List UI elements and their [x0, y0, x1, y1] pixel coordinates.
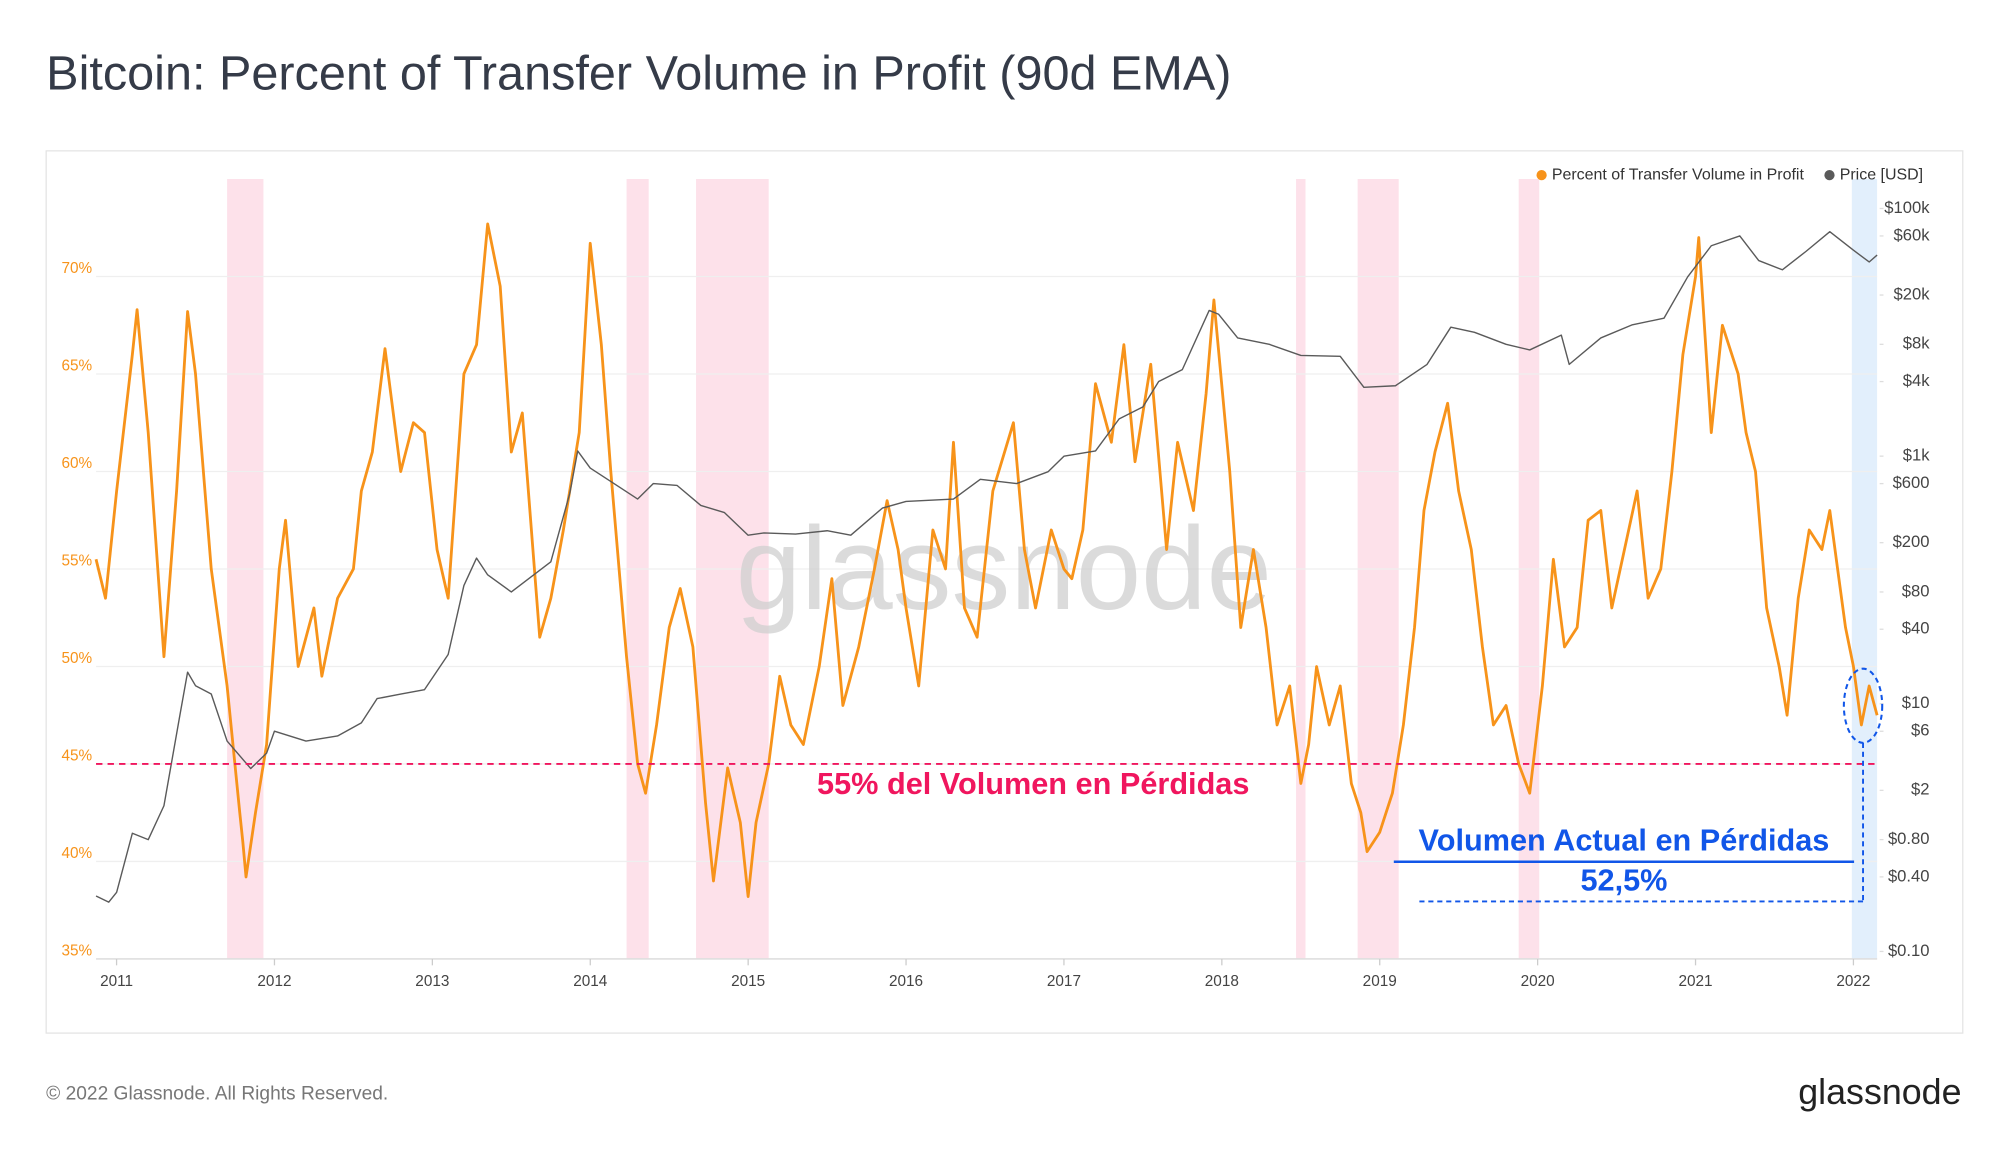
y2-tick-label: $10: [1902, 693, 1930, 712]
y2-tick-label: $600: [1893, 473, 1930, 492]
lines-layer: [94, 222, 1879, 903]
x-tick-label: 2016: [889, 973, 923, 990]
watermark: glassnode: [736, 503, 1272, 634]
y2-tick-label: $20k: [1893, 284, 1930, 303]
x-tick-label: 2021: [1678, 973, 1712, 990]
y2-tick-label: $80: [1902, 581, 1930, 600]
y2-tick-label: $0.10: [1888, 941, 1930, 960]
y2-tick-label: $8k: [1903, 334, 1930, 353]
legend-label: Percent of Transfer Volume in Profit: [1552, 166, 1805, 183]
x-tick-label: 2012: [257, 973, 291, 990]
x-tick-label: 2013: [415, 973, 449, 990]
y-tick-label: 65%: [62, 357, 93, 374]
y2-tick-label: $40: [1902, 619, 1930, 638]
x-tick-label: 2015: [731, 973, 765, 990]
x-tick-label: 2020: [1521, 973, 1555, 990]
x-tick-label: 2022: [1836, 973, 1870, 990]
legend-swatch: [1536, 170, 1547, 181]
y-tick-label: 45%: [62, 747, 93, 764]
legend-swatch: [1824, 170, 1835, 181]
annotation-layer: Price [USD] Percent of Transfer Volume in…: [96, 166, 1923, 903]
y2-tick-label: $6: [1911, 721, 1929, 740]
footer: © 2022 Glassnode. All Rights Reserved.: [46, 1084, 388, 1105]
y-tick-label: 50%: [62, 650, 93, 667]
x-tick-label: 2011: [100, 973, 133, 990]
x-tick-label: 2019: [1363, 973, 1397, 990]
y-tick-label: 40%: [62, 845, 93, 862]
y2-tick-label: $100k: [1884, 198, 1930, 217]
y2-tick-label: $0.80: [1888, 829, 1930, 848]
x-tick-label: 2018: [1205, 973, 1239, 990]
series-line: [95, 230, 1878, 903]
grid-layer: 35% 40% 45% 50% 55% 60% 65% 70% $0.10 $0.40 $0.80 $…: [62, 198, 1931, 990]
brand-logo: glassnode: [1798, 1072, 1961, 1112]
y2-tick-label: $0.40: [1888, 866, 1930, 885]
y-tick-label: 60%: [62, 455, 93, 472]
annotation-label: Volumen Actual en Pérdidas: [1419, 823, 1830, 858]
y-tick-label: 70%: [62, 260, 93, 277]
reference-label: 55% del Volumen en Pérdidas: [817, 766, 1249, 801]
chart-title: Bitcoin: Percent of Transfer Volume in P…: [46, 47, 1231, 101]
y2-tick-label: $200: [1893, 532, 1930, 551]
annotation-value: 52,5%: [1580, 862, 1667, 897]
y-tick-label: 55%: [62, 552, 93, 569]
chart-frame: [45, 150, 1964, 1034]
y2-tick-label: $4k: [1903, 371, 1930, 390]
series-line: [94, 222, 1879, 898]
y2-tick-label: $60k: [1893, 225, 1930, 244]
y2-tick-label: $2: [1911, 780, 1929, 799]
x-tick-label: 2017: [1047, 973, 1081, 990]
y2-tick-label: $1k: [1903, 446, 1930, 465]
y-tick-label: 35%: [62, 942, 93, 959]
x-tick-label: 2014: [573, 973, 608, 990]
legend-label: Price [USD]: [1840, 166, 1923, 183]
